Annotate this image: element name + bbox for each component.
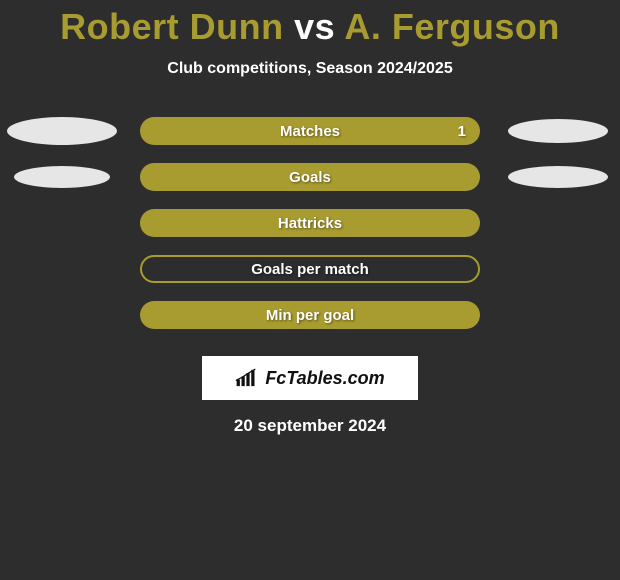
stat-row-goals: Goals [0,154,620,200]
date-text: 20 september 2024 [0,416,620,436]
right-ellipse-icon [508,119,608,143]
right-side [498,246,618,292]
subtitle: Club competitions, Season 2024/2025 [0,60,620,78]
stat-row-goals-per-match: Goals per match [0,246,620,292]
stat-label: Min per goal [140,307,480,324]
bars-icon [235,368,261,388]
stat-row-matches: Matches 1 [0,108,620,154]
left-side [2,154,122,200]
logo-text: FcTables.com [265,368,384,389]
stat-rows: Matches 1 Goals Hattricks [0,108,620,338]
right-side [498,108,618,154]
stat-bar: Matches 1 [140,117,480,145]
stat-row-min-per-goal: Min per goal [0,292,620,338]
vs-text: vs [294,6,335,47]
page-title: Robert Dunn vs A. Ferguson [0,0,620,48]
stat-label: Matches [140,123,480,140]
stat-bar: Goals per match [140,255,480,283]
left-side [2,292,122,338]
logo: FcTables.com [235,368,384,389]
stat-bar: Goals [140,163,480,191]
stat-label: Goals [140,169,480,186]
left-side [2,200,122,246]
left-ellipse-icon [14,166,110,188]
comparison-card: Robert Dunn vs A. Ferguson Club competit… [0,0,620,580]
left-side [2,108,122,154]
stat-label: Hattricks [140,215,480,232]
right-side [498,292,618,338]
stat-bar: Min per goal [140,301,480,329]
stat-label: Goals per match [142,261,478,278]
left-ellipse-icon [7,117,117,145]
logo-box: FcTables.com [202,356,418,400]
right-side [498,154,618,200]
left-side [2,246,122,292]
right-side [498,200,618,246]
player2-name: A. Ferguson [344,6,560,47]
right-ellipse-icon [508,166,608,188]
stat-bar: Hattricks [140,209,480,237]
player1-name: Robert Dunn [60,6,283,47]
stat-row-hattricks: Hattricks [0,200,620,246]
stat-right-value: 1 [458,123,466,140]
